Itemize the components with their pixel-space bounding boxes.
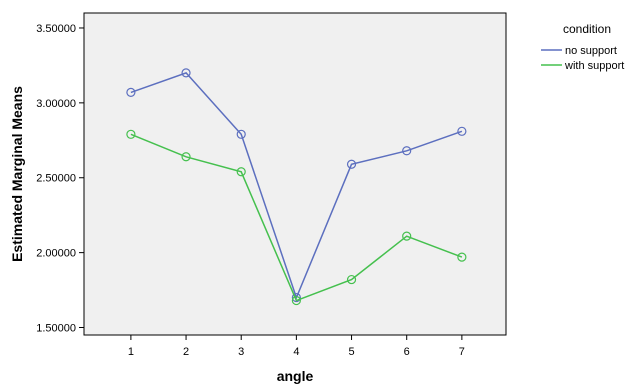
x-tick-label: 3 [238,346,244,358]
x-axis-title: angle [277,368,314,384]
y-tick-label: 1.50000 [36,323,76,335]
data-point [457,252,467,262]
y-axis: 1.50000 2.00000 2.50000 3.00000 3.50000 [36,23,84,335]
series-line-1 [130,133,463,302]
legend-label: no support [565,45,617,57]
x-tick-label: 7 [459,346,465,358]
data-point [291,292,301,303]
y-tick-label: 2.50000 [36,173,76,185]
y-tick-label: 3.00000 [36,98,76,110]
x-tick-label: 4 [293,346,299,358]
series-layer [126,68,467,306]
data-point [346,159,357,169]
data-point [126,129,136,139]
x-axis: 1 2 3 4 5 6 7 [128,335,465,358]
y-axis-title: Estimated Marginal Means [9,86,25,262]
data-point [402,231,412,241]
x-tick-label: 1 [128,346,134,358]
data-point [402,146,412,156]
x-tick-label: 5 [348,346,354,358]
data-point [236,167,246,177]
y-tick-label: 2.00000 [36,248,76,260]
data-point [457,126,467,136]
legend: condition no support with support [541,22,624,72]
x-tick-label: 6 [404,346,410,358]
data-point [346,274,357,285]
data-point [181,152,191,162]
series-line-0 [130,72,463,300]
data-point [126,87,136,97]
data-point [236,129,246,139]
x-tick-label: 2 [183,346,189,358]
data-point [181,68,191,78]
legend-title: condition [563,22,611,36]
legend-label: with support [564,60,624,72]
data-point [291,295,301,306]
plot-area [83,12,507,336]
y-tick-label: 3.50000 [36,23,76,35]
